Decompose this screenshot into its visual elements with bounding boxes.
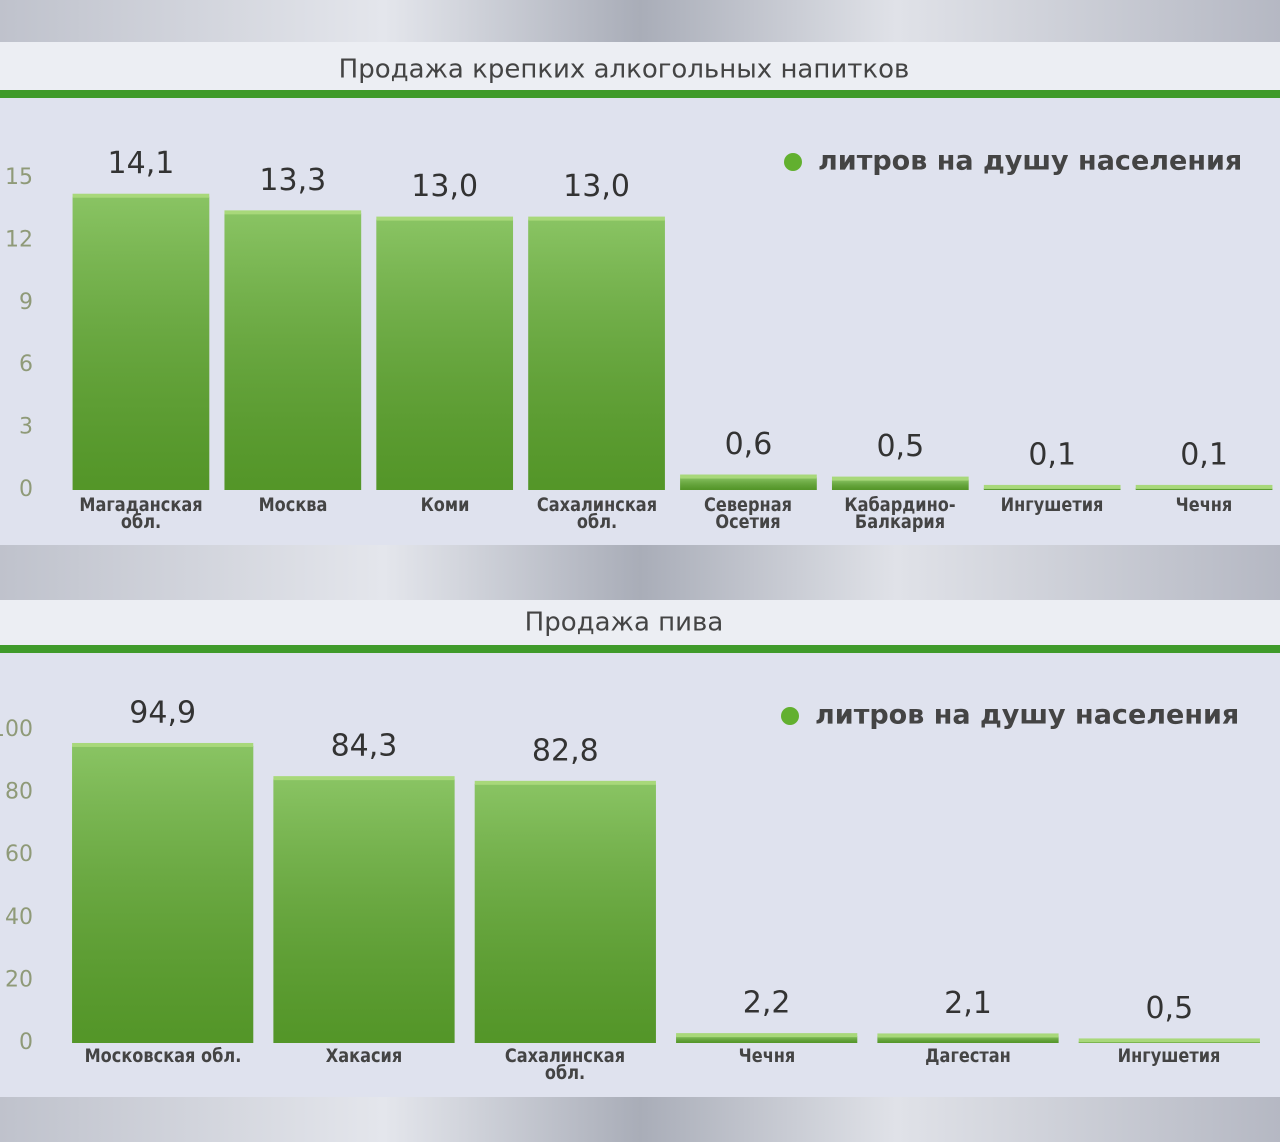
y-tick-label: 15 [5, 165, 33, 190]
bar-top [528, 216, 665, 221]
bar-shade [224, 213, 362, 491]
bar-top [224, 210, 362, 215]
y-tick-label: 40 [5, 905, 33, 930]
x-tick-label: Московская обл. [84, 1045, 242, 1067]
bar-shade [680, 477, 817, 490]
value-label: 0,5 [876, 429, 924, 464]
bar-top [273, 776, 455, 781]
bar-top [72, 193, 210, 198]
bg-strip [0, 1097, 1280, 1142]
y-tick-label: 80 [5, 780, 33, 805]
value-label: 2,1 [944, 986, 992, 1021]
value-label: 0,5 [1145, 991, 1193, 1026]
bar-shade [273, 779, 455, 1043]
legend-label: литров на душу населения [818, 146, 1242, 177]
bar-top [983, 484, 1121, 489]
bar-shade [474, 783, 656, 1043]
bg-strip [0, 0, 1280, 42]
x-tick-label: Чечня [738, 1045, 795, 1067]
x-tick-label: Чечня [1175, 494, 1233, 516]
x-tick-label: Сахалинская обл. [536, 494, 657, 533]
bar-top [72, 742, 254, 747]
value-label: 13,3 [259, 163, 326, 198]
bar-top [474, 780, 656, 785]
value-label: 82,8 [532, 733, 599, 768]
value-label: 94,9 [129, 695, 196, 730]
bar-top [676, 1033, 858, 1038]
bar-shade [831, 479, 969, 490]
bar-shade [376, 219, 514, 490]
y-tick-label: 0 [19, 1030, 33, 1055]
y-tick-label: 3 [19, 415, 33, 440]
legend-dot [781, 707, 799, 725]
x-tick-label: Коми [420, 494, 470, 516]
x-tick-label: Северная Осетия [704, 494, 793, 533]
value-label: 84,3 [331, 729, 398, 764]
y-tick-label: 0 [19, 477, 33, 502]
bar-shade [72, 745, 254, 1043]
x-tick-label: Хакасия [325, 1045, 403, 1067]
bar-shade [983, 487, 1121, 490]
y-tick-label: 20 [5, 967, 33, 992]
value-label: 0,6 [725, 427, 773, 462]
bar-top [877, 1033, 1059, 1038]
y-tick-label: 60 [5, 842, 33, 867]
x-tick-label: Дагестан [925, 1045, 1011, 1067]
bar-top [376, 216, 514, 221]
legend-dot [784, 153, 802, 171]
bar-shade [877, 1036, 1059, 1043]
bar-top [1135, 484, 1273, 489]
value-label: 13,0 [563, 169, 630, 204]
value-label: 2,2 [743, 986, 791, 1021]
x-tick-label: Ингушетия [1117, 1045, 1221, 1067]
chart-title: Продажа крепких алкогольных напитков [339, 55, 910, 85]
x-tick-label: Ингушетия [1000, 494, 1104, 516]
bar-shade [1135, 487, 1273, 490]
y-tick-label: 100 [0, 717, 33, 742]
y-tick-label: 12 [5, 227, 33, 252]
y-tick-label: 6 [19, 352, 33, 377]
title-rule [0, 645, 1280, 653]
value-label: 14,1 [108, 146, 175, 181]
x-tick-label: Москва [258, 494, 328, 516]
bg-strip [0, 545, 1280, 600]
bar-top [680, 474, 817, 479]
value-label: 0,1 [1180, 437, 1228, 472]
value-label: 0,1 [1028, 437, 1076, 472]
x-tick-label: Магаданская обл. [79, 494, 203, 533]
bar-shade [676, 1036, 858, 1043]
title-rule [0, 90, 1280, 98]
x-tick-label: Кабардино-Балкария [844, 494, 956, 533]
bar-top [831, 476, 969, 481]
y-tick-label: 9 [19, 290, 33, 315]
value-label: 13,0 [411, 169, 478, 204]
chart-title: Продажа пива [525, 608, 724, 638]
bar-top [1078, 1038, 1260, 1043]
bar-shade [72, 196, 210, 490]
x-tick-label: Сахалинская обл. [505, 1045, 626, 1084]
legend-label: литров на душу населения [815, 700, 1239, 731]
bar-shade [528, 219, 665, 490]
